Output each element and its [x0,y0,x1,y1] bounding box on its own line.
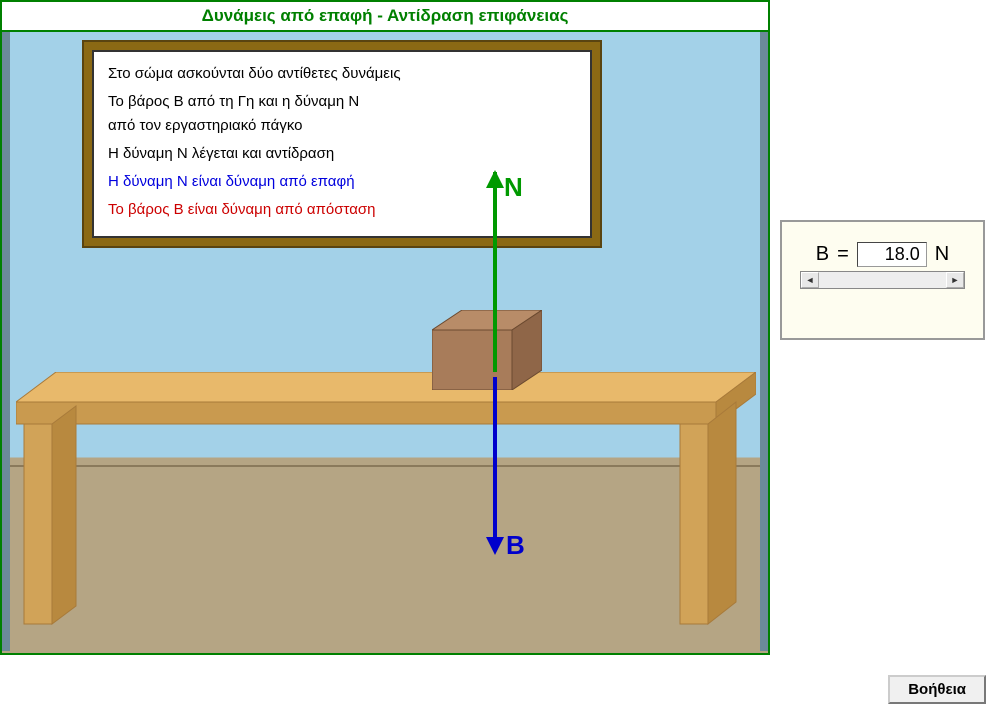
wall-right [760,32,768,651]
force-n-arrow [493,172,497,372]
slider-track[interactable] [819,272,946,288]
weight-control-panel: B = N ◄ ► [780,220,985,340]
info-line: Η δύναμη Ν λέγεται και αντίδραση [108,142,576,166]
force-b-label: B [506,530,525,561]
app-root: Δυνάμεις από επαφή - Αντίδραση επιφάνεια… [0,0,996,714]
force-b-arrow [493,377,497,542]
title-bar: Δυνάμεις από επαφή - Αντίδραση επιφάνεια… [2,2,768,32]
force-b-arrowhead [486,537,504,555]
right-column: B = N ◄ ► Βοήθεια [770,0,996,714]
help-button[interactable]: Βοήθεια [888,675,986,704]
simulation-panel: Δυνάμεις από επαφή - Αντίδραση επιφάνεια… [0,0,770,655]
info-board: Στο σώμα ασκούνται δύο αντίθετες δυνάμει… [82,40,602,248]
weight-var: B [816,243,829,266]
slider-left-button[interactable]: ◄ [801,272,819,288]
weight-unit: N [935,243,949,266]
info-line: Το βάρος Β από τη Γη και η δύναμη Ν από … [108,90,576,138]
scene: Στο σώμα ασκούνται δύο αντίθετες δυνάμει… [2,32,768,651]
weight-slider[interactable]: ◄ ► [800,271,965,289]
weight-input[interactable] [857,242,927,267]
title-text: Δυνάμεις από επαφή - Αντίδραση επιφάνεια… [202,6,569,25]
force-n-arrowhead [486,170,504,188]
force-n-label: N [504,172,523,203]
slider-right-button[interactable]: ► [946,272,964,288]
table [16,372,756,632]
equals-sign: = [837,243,849,266]
wall-left [2,32,10,651]
weight-row: B = N [794,242,971,267]
info-board-inner: Στο σώμα ασκούνται δύο αντίθετες δυνάμει… [92,50,592,238]
box-object [432,310,542,390]
info-line: Στο σώμα ασκούνται δύο αντίθετες δυνάμει… [108,62,576,86]
